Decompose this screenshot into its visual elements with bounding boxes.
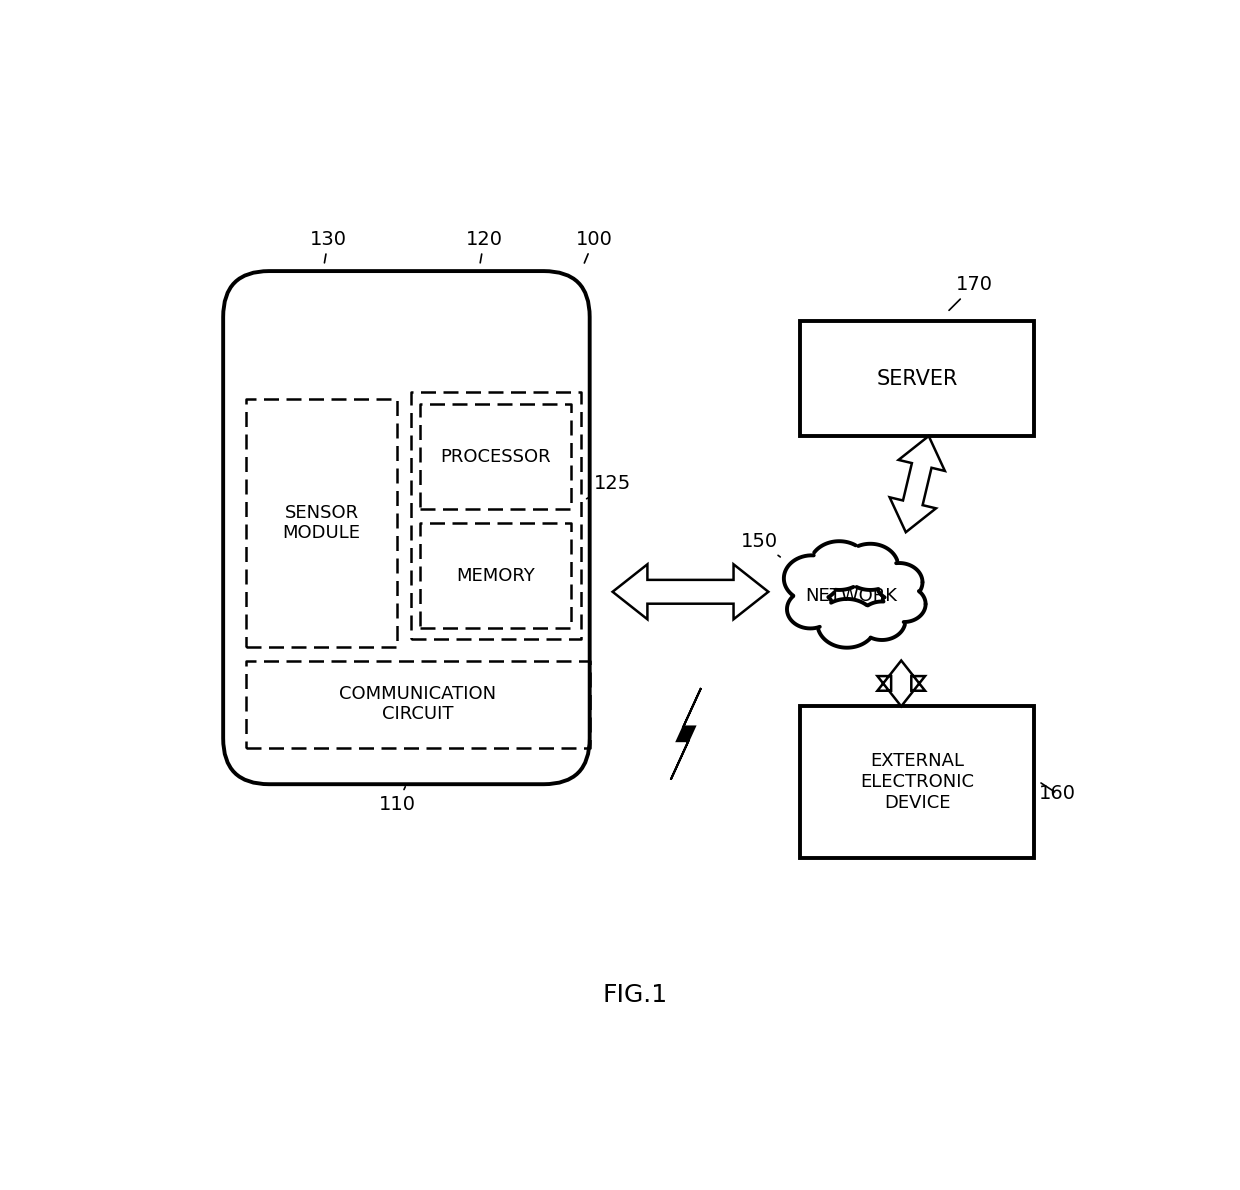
Text: MEMORY: MEMORY — [456, 566, 536, 584]
Ellipse shape — [781, 550, 843, 607]
Polygon shape — [671, 688, 701, 779]
Text: SENSOR
MODULE: SENSOR MODULE — [283, 503, 361, 543]
Text: 120: 120 — [466, 230, 502, 263]
Polygon shape — [889, 436, 945, 532]
Text: 150: 150 — [740, 532, 780, 557]
Text: SERVER: SERVER — [877, 369, 959, 389]
Text: 125: 125 — [587, 474, 631, 499]
Text: 170: 170 — [949, 275, 993, 311]
Text: FIG.1: FIG.1 — [603, 983, 668, 1007]
Polygon shape — [613, 564, 769, 619]
Text: PROCESSOR: PROCESSOR — [440, 447, 551, 465]
Bar — [801, 321, 1034, 436]
Text: 130: 130 — [310, 230, 347, 263]
Ellipse shape — [765, 532, 936, 660]
Text: 100: 100 — [575, 230, 613, 263]
Text: COMMUNICATION
CIRCUIT: COMMUNICATION CIRCUIT — [340, 684, 496, 724]
Ellipse shape — [857, 597, 908, 644]
Text: 110: 110 — [378, 787, 415, 814]
Ellipse shape — [815, 594, 879, 653]
Text: 160: 160 — [1038, 783, 1075, 803]
FancyBboxPatch shape — [223, 271, 590, 784]
Ellipse shape — [806, 536, 872, 595]
Ellipse shape — [873, 559, 925, 606]
Bar — [801, 707, 1034, 858]
Ellipse shape — [839, 539, 901, 595]
Text: NETWORK: NETWORK — [805, 588, 897, 606]
Text: EXTERNAL
ELECTRONIC
DEVICE: EXTERNAL ELECTRONIC DEVICE — [861, 752, 975, 812]
Ellipse shape — [880, 582, 928, 626]
Ellipse shape — [785, 585, 836, 633]
Polygon shape — [878, 660, 925, 707]
